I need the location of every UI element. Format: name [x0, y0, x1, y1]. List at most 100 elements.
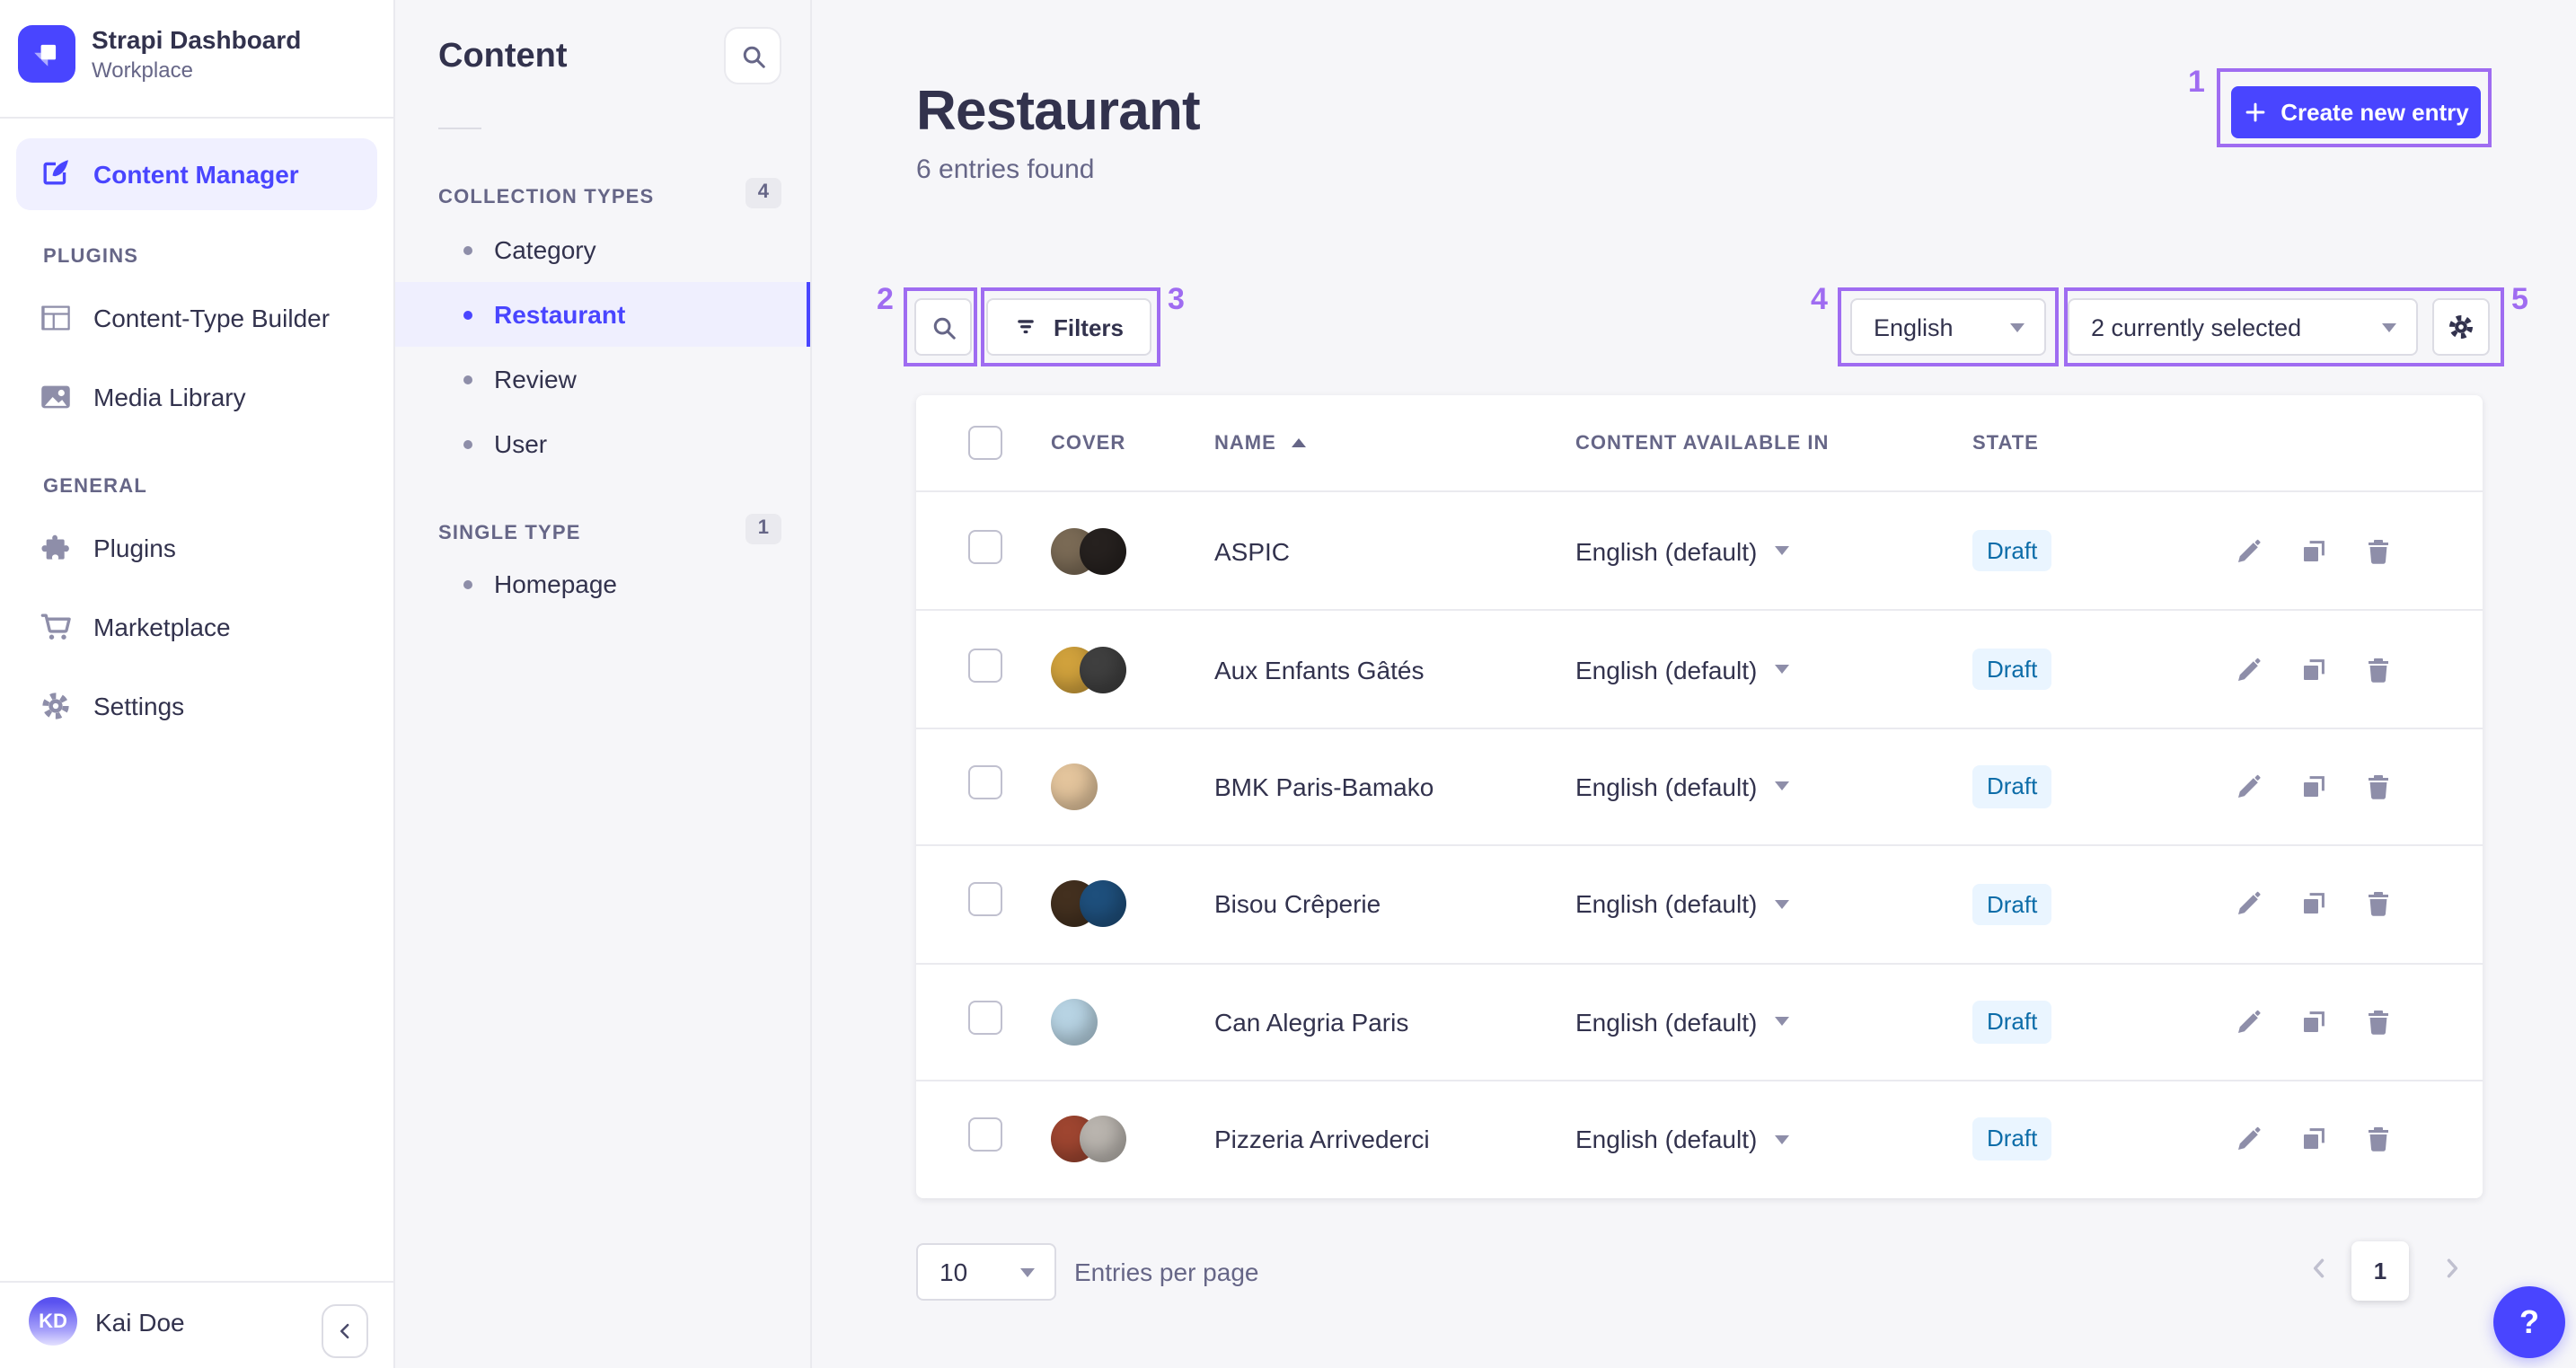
sidebar-item-settings[interactable]: Settings — [16, 670, 377, 742]
edit-button[interactable] — [2235, 1125, 2263, 1153]
subnav-item-user[interactable]: User — [395, 411, 810, 476]
gear-icon — [40, 690, 72, 722]
duplicate-button[interactable] — [2299, 772, 2328, 801]
edit-button[interactable] — [2235, 655, 2263, 684]
column-header-content-available-in[interactable]: CONTENT AVAILABLE IN — [1575, 432, 1830, 454]
locale-select-value: English — [1874, 313, 1954, 340]
sidebar-item-plugins[interactable]: Plugins — [16, 512, 377, 584]
table-row: Aux Enfants Gâtés English (default) Draf… — [916, 609, 2483, 728]
pencil-icon — [2238, 1127, 2261, 1151]
delete-button[interactable] — [2364, 655, 2393, 684]
select-all-checkbox[interactable] — [968, 426, 1002, 460]
duplicate-button[interactable] — [2299, 890, 2328, 919]
entry-name: ASPIC — [1214, 536, 1291, 566]
filters-button[interactable]: Filters — [986, 298, 1151, 356]
help-button[interactable]: ? — [2493, 1286, 2565, 1358]
duplicate-button[interactable] — [2299, 536, 2328, 565]
brand-title: Strapi Dashboard — [92, 25, 302, 54]
row-checkbox[interactable] — [968, 648, 1002, 683]
edit-button[interactable] — [2235, 536, 2263, 565]
bullet-icon — [463, 375, 472, 384]
column-header-cover[interactable]: COVER — [1051, 432, 1126, 454]
locale-dropdown[interactable]: English (default) — [1575, 1125, 1972, 1153]
chevron-left-icon — [340, 1323, 349, 1339]
duplicate-button[interactable] — [2299, 1125, 2328, 1153]
single-type-list: Homepage — [395, 552, 810, 616]
previous-page-button[interactable] — [2307, 1256, 2332, 1281]
cover-thumbnail — [1051, 527, 1214, 575]
state-badge: Draft — [1972, 648, 2052, 691]
search-button[interactable] — [914, 298, 972, 356]
sidebar-item-content-type-builder[interactable]: Content-Type Builder — [16, 282, 377, 354]
duplicate-button[interactable] — [2299, 655, 2328, 684]
locale-select[interactable]: English — [1850, 298, 2046, 356]
chevron-right-icon — [2447, 1258, 2458, 1278]
locale-value: English (default) — [1575, 772, 1758, 801]
page-number-button[interactable]: 1 — [2351, 1241, 2409, 1301]
duplicate-icon — [2304, 776, 2325, 797]
table-row: Can Alegria Paris English (default) Draf… — [916, 962, 2483, 1080]
filter-icon — [1019, 320, 1035, 334]
collapse-sidebar-button[interactable] — [322, 1304, 368, 1358]
annotation-label-2: 2 — [877, 282, 894, 316]
delete-button[interactable] — [2364, 1125, 2393, 1153]
entries-per-page-value: 10 — [940, 1258, 968, 1286]
next-page-button[interactable] — [2439, 1256, 2465, 1281]
pencil-icon — [2238, 1010, 2261, 1033]
displayed-fields-select[interactable]: 2 currently selected — [2068, 298, 2418, 356]
sidebar-item-content-manager[interactable]: Content Manager — [16, 138, 377, 210]
state-badge: Draft — [1972, 765, 2052, 808]
gear-icon — [2449, 315, 2473, 339]
duplicate-button[interactable] — [2299, 1008, 2328, 1037]
cover-thumbnail — [1051, 763, 1214, 810]
locale-dropdown[interactable]: English (default) — [1575, 890, 1972, 919]
brand-text: Strapi Dashboard Workplace — [92, 25, 301, 84]
column-header-name[interactable]: NAME — [1214, 432, 1575, 454]
row-checkbox[interactable] — [968, 529, 1002, 564]
edit-button[interactable] — [2235, 772, 2263, 801]
chevron-down-icon — [1775, 1134, 1790, 1144]
subnav-item-restaurant[interactable]: Restaurant — [395, 282, 810, 347]
trash-icon — [2369, 539, 2388, 564]
subnav-item-review[interactable]: Review — [395, 347, 810, 411]
chevron-down-icon — [1775, 781, 1790, 791]
trash-icon — [2369, 1010, 2388, 1035]
sidebar-item-marketplace[interactable]: Marketplace — [16, 591, 377, 663]
bullet-icon — [463, 310, 472, 319]
table-row: ASPIC English (default) Draft — [916, 492, 2483, 610]
sidebar-item-media-library[interactable]: Media Library — [16, 361, 377, 433]
filters-button-label: Filters — [1053, 313, 1124, 340]
subnav-item-category[interactable]: Category — [395, 217, 810, 282]
row-checkbox[interactable] — [968, 764, 1002, 799]
displayed-fields-value: 2 currently selected — [2091, 313, 2302, 340]
subnav-search-button[interactable] — [724, 27, 781, 84]
delete-button[interactable] — [2364, 1008, 2393, 1037]
locale-dropdown[interactable]: English (default) — [1575, 536, 1972, 565]
subnav-item-homepage[interactable]: Homepage — [395, 552, 810, 616]
edit-button[interactable] — [2235, 1008, 2263, 1037]
delete-button[interactable] — [2364, 536, 2393, 565]
locale-dropdown[interactable]: English (default) — [1575, 655, 1972, 684]
content-manager-icon — [40, 155, 72, 193]
delete-button[interactable] — [2364, 890, 2393, 919]
row-checkbox[interactable] — [968, 882, 1002, 917]
delete-button[interactable] — [2364, 772, 2393, 801]
view-settings-button[interactable] — [2432, 298, 2490, 356]
column-header-state[interactable]: STATE — [1972, 432, 2039, 454]
user-menu[interactable]: KD Kai Doe — [29, 1297, 185, 1346]
create-new-entry-button[interactable]: Create new entry — [2231, 86, 2481, 138]
cover-thumbnail — [1051, 998, 1214, 1046]
divider — [0, 1281, 393, 1283]
entries-per-page-select[interactable]: 10 — [916, 1243, 1056, 1301]
avatar: KD — [29, 1297, 77, 1346]
table-row: BMK Paris-Bamako English (default) Draft — [916, 727, 2483, 845]
locale-dropdown[interactable]: English (default) — [1575, 1008, 1972, 1037]
locale-dropdown[interactable]: English (default) — [1575, 772, 1972, 801]
row-checkbox[interactable] — [968, 1117, 1002, 1152]
duplicate-icon — [2304, 1128, 2325, 1150]
brand[interactable]: Strapi Dashboard Workplace — [18, 25, 301, 84]
edit-button[interactable] — [2235, 890, 2263, 919]
collection-types-count-badge: 4 — [745, 178, 781, 208]
row-checkbox[interactable] — [968, 1000, 1002, 1035]
bullet-icon — [463, 579, 472, 588]
